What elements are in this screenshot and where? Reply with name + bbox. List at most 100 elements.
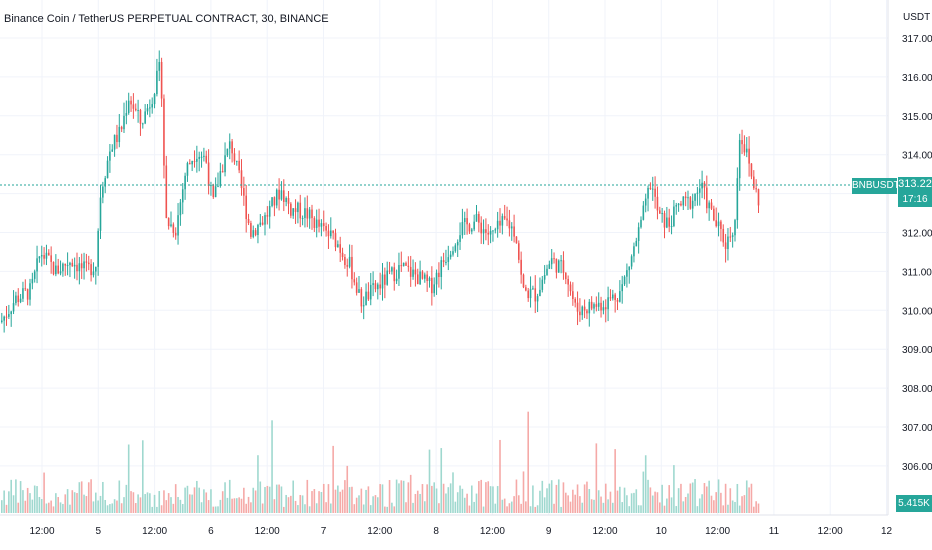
candle-body <box>426 274 428 281</box>
volume-bar <box>426 484 428 513</box>
volume-bar <box>715 492 717 513</box>
candle-body <box>149 107 151 109</box>
volume-bar <box>412 502 414 513</box>
time-tick-label: 12:00 <box>142 526 167 537</box>
volume-bar <box>536 505 539 513</box>
candle-body <box>400 265 403 267</box>
volume-bar <box>306 479 309 513</box>
candle-body <box>50 255 52 262</box>
volume-bar <box>630 493 633 513</box>
candle-body <box>304 208 306 219</box>
volume-bar <box>287 497 290 513</box>
candle-body <box>99 197 102 231</box>
volume-bar <box>43 472 45 513</box>
volume-bar <box>698 498 701 513</box>
candle-body <box>454 245 457 252</box>
volume-bar <box>196 480 198 513</box>
candle-body <box>193 161 196 163</box>
volume-bar <box>15 479 17 513</box>
volume-bar <box>90 479 92 513</box>
candle-body <box>694 193 696 201</box>
candle-body <box>522 274 525 288</box>
last-price-badge: 313.22 <box>898 177 932 192</box>
candle-body <box>619 291 621 302</box>
candle-body <box>365 291 367 306</box>
candle-body <box>628 266 631 271</box>
volume-bar <box>689 483 692 513</box>
candle-body <box>31 278 34 284</box>
candle-body <box>395 278 398 282</box>
volume-bar <box>447 487 450 513</box>
candle-body <box>210 185 212 187</box>
volume-bar <box>419 493 421 513</box>
volume-bar <box>471 485 473 513</box>
volume-bar <box>160 505 163 513</box>
candle-body <box>466 218 468 225</box>
chart-title: Binance Coin / TetherUS PERPETUAL CONTRA… <box>4 13 329 25</box>
volume-bar <box>565 492 567 513</box>
candle-body <box>623 276 626 285</box>
volume-bar <box>708 480 710 513</box>
volume-bar <box>574 494 576 513</box>
volume-bar <box>240 498 243 513</box>
volume-bar <box>271 420 273 513</box>
time-tick-label: 7 <box>321 526 327 537</box>
candle-body <box>381 274 384 289</box>
volume-bar <box>706 486 708 513</box>
candle-body <box>271 197 273 206</box>
candle-body <box>266 215 269 217</box>
volume-bar <box>569 501 572 513</box>
candle-body <box>518 243 520 260</box>
volume-bar <box>377 497 379 513</box>
candle-body <box>626 270 628 277</box>
candle-body <box>292 208 294 216</box>
volume-bar <box>127 444 130 513</box>
time-axis[interactable]: 12:00 5 12:00 6 12:00 7 12:00 8 12:00 9 12:00 10 12:… <box>29 526 892 537</box>
volume-bar <box>588 488 591 513</box>
volume-bar <box>92 501 95 513</box>
candle-body <box>560 260 562 262</box>
candle-body <box>287 198 290 204</box>
candle-body <box>595 304 598 307</box>
candle-body <box>600 302 602 311</box>
candle-body <box>499 220 501 226</box>
volume-bar <box>268 486 271 513</box>
candle-body <box>557 260 560 273</box>
volume-bar <box>602 502 605 513</box>
candle-body <box>684 196 687 199</box>
volume-bar <box>666 498 668 513</box>
volume-bar <box>745 480 748 513</box>
volume-bar <box>647 479 649 513</box>
candle-body <box>445 261 447 263</box>
volume-bar <box>322 483 325 513</box>
volume-bar <box>99 495 102 513</box>
candle-body <box>433 284 435 294</box>
candle-body <box>438 272 440 278</box>
volume-bar <box>642 471 645 513</box>
candle-body <box>297 202 299 213</box>
price-axis[interactable]: 317.00316.00315.00314.00313.00312.00311.… <box>902 34 932 473</box>
candle-body <box>738 140 741 179</box>
candle-body <box>475 213 478 222</box>
time-tick-label: 12:00 <box>705 526 730 537</box>
volume-bar <box>492 486 494 513</box>
candle-body <box>649 187 652 190</box>
volume-bar <box>442 483 445 513</box>
candle-body <box>654 188 656 197</box>
candle-body <box>360 289 363 307</box>
candle-body <box>106 160 109 179</box>
volume-bar <box>743 495 746 513</box>
volume-bar <box>181 504 184 513</box>
countdown-badge: 17:16 <box>898 192 932 207</box>
candle-body <box>308 209 311 219</box>
candle-body <box>515 236 518 244</box>
candle-body <box>525 287 527 291</box>
volume-bar <box>285 494 287 513</box>
candle-body <box>191 161 193 165</box>
candle-body <box>661 213 663 215</box>
volume-bar <box>440 448 443 513</box>
volume-bar <box>283 506 285 513</box>
candle-body <box>407 265 410 267</box>
volume-bar <box>320 491 323 513</box>
